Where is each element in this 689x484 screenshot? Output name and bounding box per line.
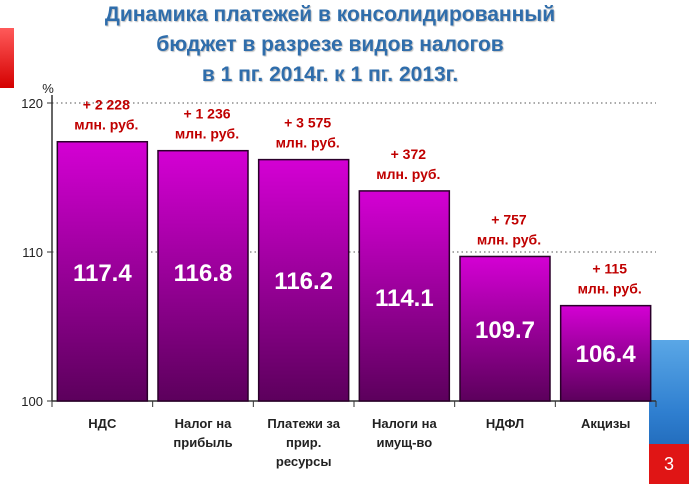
annotation-amount: + 1 236 — [183, 106, 230, 122]
annotation-amount: + 3 575 — [284, 115, 331, 131]
category-label: НДС — [88, 416, 117, 431]
annotation-amount: + 115 — [592, 261, 627, 277]
annotation-amount: + 757 — [491, 211, 527, 227]
category-label: прир. — [286, 435, 321, 450]
bar — [257, 158, 350, 402]
data-label: 114.1 — [375, 285, 434, 312]
category-label: ресурсы — [276, 454, 332, 469]
page-number: 3 — [649, 444, 689, 484]
category-label: Платежи за — [267, 416, 340, 431]
annotation-unit: млн. руб. — [376, 166, 440, 182]
annotation-amount: + 372 — [391, 146, 427, 162]
annotation-unit: млн. руб. — [175, 126, 239, 142]
data-label: 117.4 — [73, 260, 132, 287]
category-label: имущ-во — [376, 435, 432, 450]
left-accent-bar — [0, 28, 14, 88]
y-tick-label: 100 — [21, 394, 43, 409]
chart-title-line-2: бюджет в разрезе видов налогов — [156, 33, 504, 56]
data-label: 106.4 — [576, 341, 637, 368]
y-tick-label: 110 — [22, 245, 43, 260]
bar — [157, 149, 249, 402]
bar — [459, 255, 551, 402]
category-label: Акцизы — [581, 416, 630, 431]
data-label: 116.2 — [274, 268, 333, 295]
annotation-unit: млн. руб. — [578, 281, 642, 297]
y-unit-label: % — [42, 81, 54, 96]
category-label: Налоги на — [372, 416, 438, 431]
category-label: НДФЛ — [486, 416, 524, 431]
annotation-unit: млн. руб. — [276, 135, 340, 151]
data-label: 116.8 — [174, 260, 233, 287]
chart-title-line-1: Динамика платежей в консолидированный — [104, 3, 556, 26]
category-label: прибыль — [173, 435, 232, 450]
bar — [358, 190, 451, 402]
annotation-unit: млн. руб. — [74, 117, 138, 133]
category-label: Налог на — [175, 416, 233, 431]
bar — [559, 304, 652, 402]
chart-title: Динамика платежей в консолидированный бю… — [30, 0, 630, 90]
annotation-unit: млн. руб. — [477, 231, 541, 247]
bar — [56, 140, 149, 402]
data-label: 109.7 — [475, 317, 535, 344]
chart-title-line-3: в 1 пг. 2014г. к 1 пг. 2013г. — [201, 63, 459, 86]
y-tick-label: 120 — [21, 96, 43, 111]
annotation-amount: + 2 228 — [83, 97, 130, 113]
